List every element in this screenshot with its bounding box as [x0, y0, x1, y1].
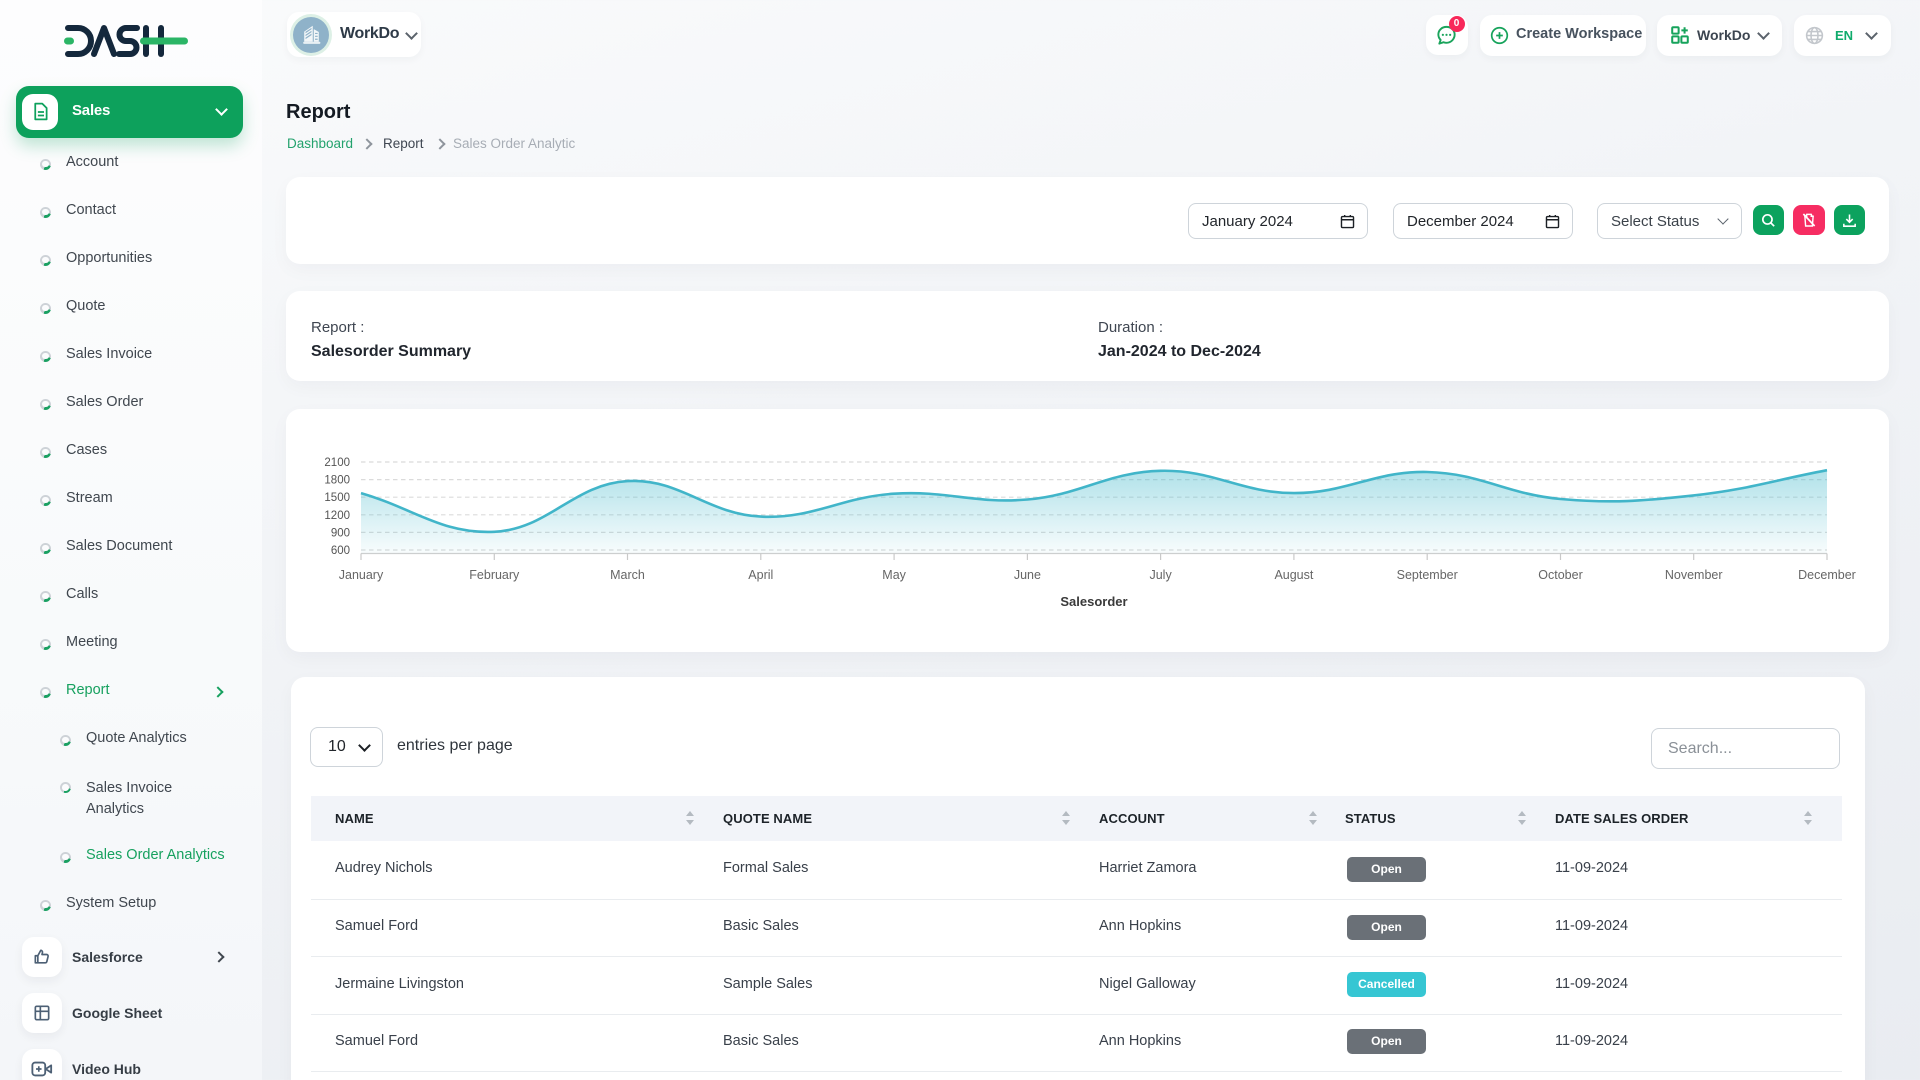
- svg-text:May: May: [882, 568, 906, 582]
- svg-text:August: August: [1274, 568, 1313, 582]
- svg-text:April: April: [748, 568, 773, 582]
- svg-text:September: September: [1397, 568, 1458, 582]
- svg-text:November: November: [1665, 568, 1723, 582]
- svg-text:2100: 2100: [324, 457, 350, 469]
- svg-text:1500: 1500: [324, 492, 350, 504]
- svg-text:900: 900: [331, 527, 350, 539]
- svg-text:July: July: [1149, 568, 1172, 582]
- svg-text:January: January: [339, 568, 384, 582]
- svg-text:June: June: [1014, 568, 1041, 582]
- svg-text:February: February: [469, 568, 520, 582]
- svg-text:Salesorder: Salesorder: [1060, 594, 1127, 609]
- svg-text:1800: 1800: [324, 475, 350, 487]
- svg-text:600: 600: [331, 545, 350, 557]
- svg-text:March: March: [610, 568, 645, 582]
- svg-text:October: October: [1538, 568, 1582, 582]
- svg-text:December: December: [1798, 568, 1856, 582]
- svg-text:1200: 1200: [324, 510, 350, 522]
